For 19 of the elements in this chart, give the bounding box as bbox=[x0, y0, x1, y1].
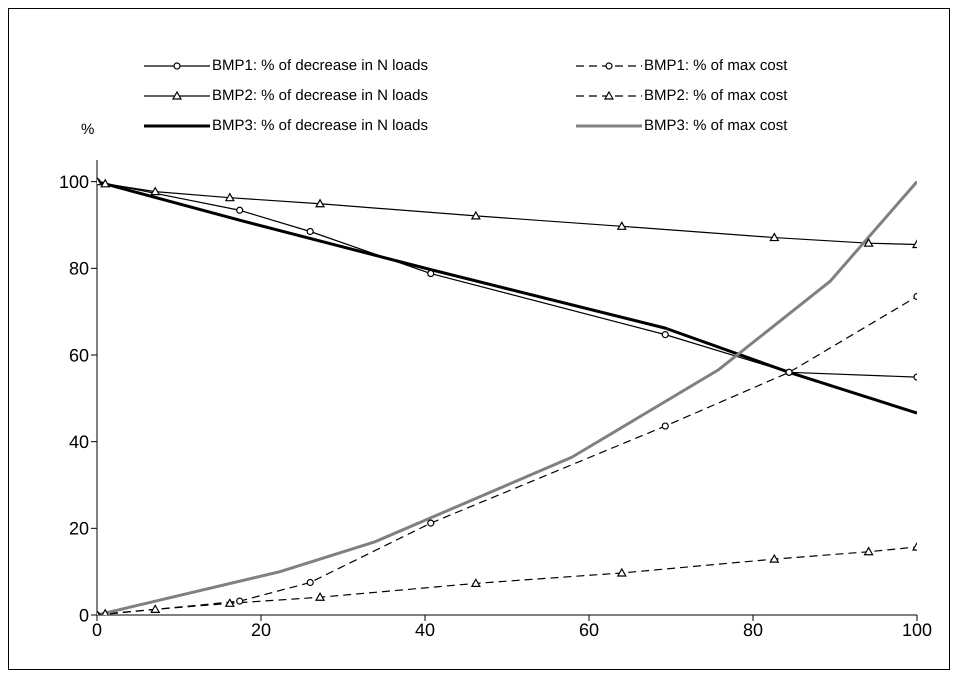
y-tick-label: 80 bbox=[68, 258, 89, 279]
legend-label: BMP2: % of decrease in N loads bbox=[212, 86, 428, 106]
y-axis-title: % bbox=[81, 121, 94, 138]
x-tick-label: 0 bbox=[92, 620, 102, 640]
legend-label: BMP3: % of max cost bbox=[644, 116, 788, 136]
y-tick-label: 100 bbox=[58, 172, 89, 192]
x-tick-label: 40 bbox=[414, 620, 436, 640]
y-tick-label: 40 bbox=[68, 432, 89, 452]
x-tick-label: 100 bbox=[902, 620, 932, 640]
y-tick-label: 0 bbox=[78, 605, 89, 626]
y-tick-label: 20 bbox=[68, 518, 89, 539]
legend-label: BMP3: % of decrease in N loads bbox=[212, 116, 428, 136]
legend-label: BMP2: % of max cost bbox=[644, 86, 788, 106]
y-tick-label: 60 bbox=[68, 345, 89, 366]
x-tick-label: 80 bbox=[742, 620, 764, 640]
legend-label: BMP1: % of max cost bbox=[644, 56, 788, 76]
x-tick-label: 20 bbox=[250, 620, 272, 640]
legend-label: BMP1: % of decrease in N loads bbox=[212, 56, 428, 76]
x-tick-label: 60 bbox=[578, 620, 600, 640]
